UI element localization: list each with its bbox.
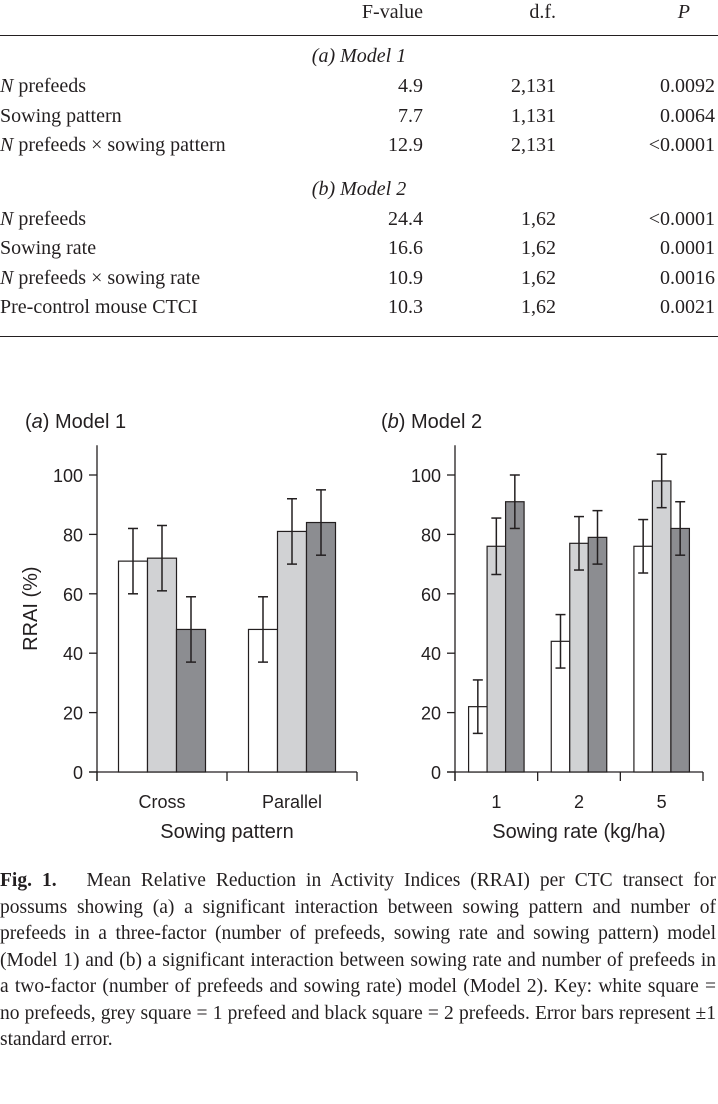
y-tick-label: 20	[421, 704, 441, 724]
bar	[276, 530, 308, 773]
x-tick-label: Parallel	[262, 792, 322, 812]
table-row: N prefeeds × sowing pattern 12.9 2,131 <0.0…	[0, 134, 718, 160]
cell-effect: N prefeeds	[0, 75, 87, 97]
cell-fvalue: 7.7	[398, 104, 423, 127]
cell-df: 1,62	[521, 266, 556, 289]
bar	[670, 527, 691, 773]
cell-df: 2,131	[511, 75, 556, 97]
cell-df: 1,62	[521, 296, 556, 318]
cell-effect: N prefeeds × sowing rate	[0, 266, 201, 289]
table-header: F-value d.f. P	[0, 1, 718, 27]
bar	[651, 480, 672, 773]
section-title: (a) Model 1	[311, 45, 407, 67]
x-tick-label: 2	[574, 792, 584, 812]
x-tick-label: 5	[657, 792, 667, 812]
cell-fvalue: 12.9	[388, 134, 423, 156]
y-tick-label: 20	[63, 704, 83, 724]
rule-bottom	[0, 336, 718, 337]
cell-effect: N prefeeds × sowing pattern	[0, 134, 226, 156]
x-tick-label: Cross	[138, 792, 185, 812]
y-tick-label: 0	[73, 763, 83, 783]
y-tick-label: 40	[421, 644, 441, 664]
x-axis-label: Sowing rate (kg/ha)	[492, 821, 665, 843]
table-row: N prefeeds × sowing rate 10.9 1,62 0.0016	[0, 267, 718, 293]
y-tick-label: 100	[411, 466, 441, 486]
header-fvalue: F-value	[361, 1, 423, 23]
cell-p: <0.0001	[648, 134, 715, 156]
table-row: Sowing pattern 7.7 1,131 0.0064	[0, 105, 718, 131]
bar	[587, 536, 608, 773]
table-row: Pre-control mouse CTCI 10.3 1,62 0.0021	[0, 296, 718, 322]
cell-df: 1,62	[521, 207, 556, 230]
cell-p: 0.0001	[660, 237, 715, 259]
cell-df: 1,131	[511, 104, 556, 127]
cell-effect: Pre-control mouse CTCI	[0, 296, 198, 318]
cell-p: 0.0016	[660, 266, 715, 289]
bar	[305, 521, 337, 773]
bar	[633, 545, 654, 773]
table-row: Sowing rate 16.6 1,62 0.0001	[0, 237, 718, 263]
chart-title: (a) Model 1	[25, 411, 126, 433]
cell-p: 0.0092	[660, 75, 715, 97]
cell-fvalue: 16.6	[388, 237, 423, 259]
x-axis-label: Sowing pattern	[160, 821, 293, 843]
header-p: P	[677, 1, 690, 23]
cell-effect: Sowing pattern	[0, 104, 122, 127]
rule-top	[0, 35, 718, 36]
bar	[504, 501, 525, 773]
y-tick-label: 60	[63, 585, 83, 605]
cell-p: 0.0021	[660, 296, 715, 318]
caption-text: Mean Relative Reduction in Activity Indi…	[0, 870, 717, 1050]
cell-p: <0.0001	[648, 207, 715, 230]
bar	[569, 542, 589, 773]
cell-fvalue: 10.3	[388, 296, 423, 318]
table-row: N prefeeds 4.9 2,131 0.0092	[0, 75, 718, 101]
cell-fvalue: 10.9	[388, 266, 423, 289]
y-tick-label: 40	[63, 644, 83, 664]
cell-effect: Sowing rate	[0, 237, 97, 259]
cell-effect: N prefeeds	[0, 207, 87, 230]
bar	[486, 545, 507, 773]
y-tick-label: 100	[53, 466, 83, 486]
x-tick-label: 1	[491, 792, 501, 812]
table-row: N prefeeds 24.4 1,62 <0.0001	[0, 208, 718, 234]
chart-title: (b) Model 2	[381, 411, 482, 433]
caption-label: Fig. 1.	[0, 870, 57, 891]
cell-p: 0.0064	[660, 104, 715, 127]
y-axis-label: RRAI (%)	[20, 566, 42, 650]
section-title: (b) Model 2	[311, 177, 407, 200]
cell-df: 1,62	[521, 237, 556, 259]
y-tick-label: 0	[431, 763, 441, 783]
header-df: d.f.	[529, 1, 556, 23]
y-tick-label: 60	[421, 585, 441, 605]
cell-fvalue: 4.9	[398, 75, 423, 97]
figure-caption: Fig. 1. Mean Relative Reduction in Activ…	[0, 868, 716, 1054]
cell-fvalue: 24.4	[388, 207, 423, 230]
y-tick-label: 80	[63, 525, 83, 545]
y-tick-label: 80	[421, 525, 441, 545]
cell-df: 2,131	[511, 134, 556, 156]
